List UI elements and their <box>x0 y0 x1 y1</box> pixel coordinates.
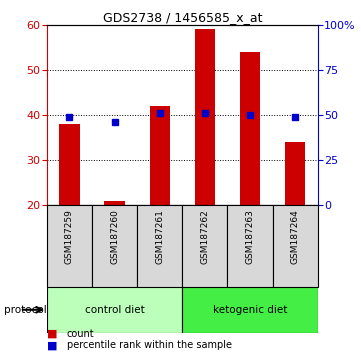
Text: GSM187263: GSM187263 <box>245 209 255 264</box>
Bar <box>104 201 125 205</box>
Bar <box>47 205 92 287</box>
Text: GSM187264: GSM187264 <box>291 209 300 264</box>
Title: GDS2738 / 1456585_x_at: GDS2738 / 1456585_x_at <box>103 11 262 24</box>
Text: protocol: protocol <box>4 305 46 315</box>
Text: GSM187259: GSM187259 <box>65 209 74 264</box>
Bar <box>149 106 170 205</box>
Text: percentile rank within the sample: percentile rank within the sample <box>67 341 232 350</box>
Bar <box>92 205 137 287</box>
Bar <box>273 205 318 287</box>
Bar <box>182 205 227 287</box>
Text: GSM187261: GSM187261 <box>155 209 164 264</box>
Bar <box>227 205 273 287</box>
Text: GSM187260: GSM187260 <box>110 209 119 264</box>
Bar <box>195 29 215 205</box>
Bar <box>137 205 182 287</box>
Text: ■: ■ <box>47 329 57 339</box>
Text: ■: ■ <box>47 341 57 350</box>
Bar <box>240 52 260 205</box>
Text: count: count <box>67 329 95 339</box>
Bar <box>59 124 80 205</box>
Bar <box>285 142 305 205</box>
Text: ketogenic diet: ketogenic diet <box>213 305 287 315</box>
Text: control diet: control diet <box>85 305 144 315</box>
Bar <box>47 287 182 333</box>
Text: GSM187262: GSM187262 <box>200 209 209 264</box>
Bar <box>182 287 318 333</box>
